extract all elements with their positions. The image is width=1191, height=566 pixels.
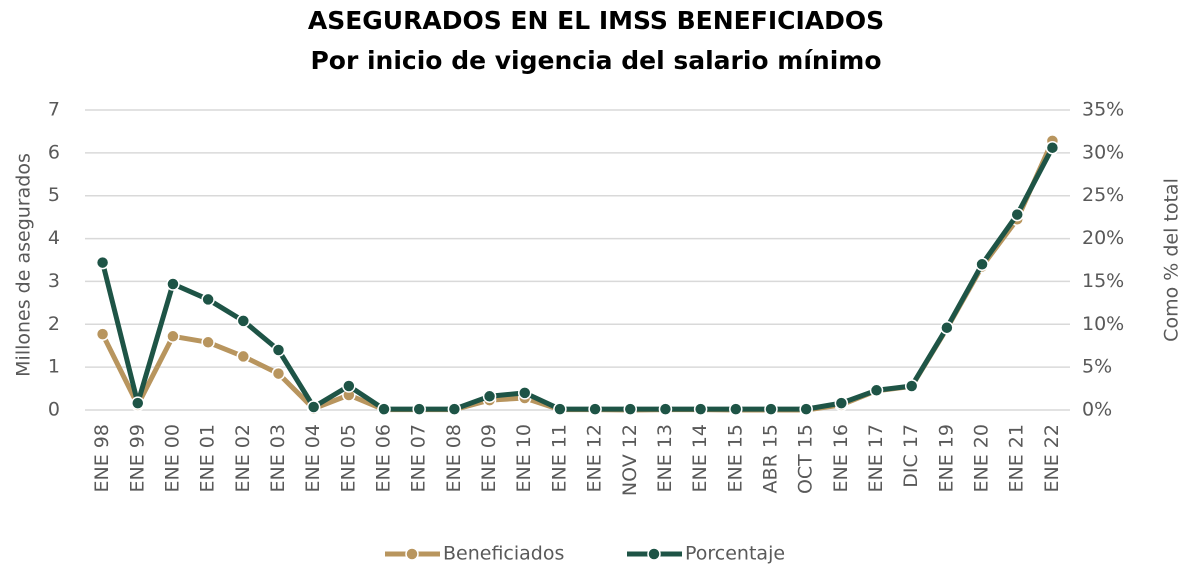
point <box>236 349 251 364</box>
point <box>764 402 778 416</box>
x-tick-label: ENE 02 <box>232 424 254 492</box>
point <box>623 402 638 416</box>
x-tick-label: ENE 01 <box>197 424 219 492</box>
x-tick-label: ENE 19 <box>935 424 957 492</box>
point <box>377 402 391 416</box>
line <box>100 146 1055 412</box>
point <box>834 396 849 410</box>
point <box>95 327 110 341</box>
y2-tick-label: 0% <box>1082 399 1112 421</box>
point <box>940 320 954 335</box>
legend-marker <box>647 547 661 561</box>
x-tick-label: ENE 20 <box>971 424 993 492</box>
y2-tick-label: 35% <box>1082 99 1124 121</box>
x-tick-label: ENE 14 <box>689 424 711 492</box>
point <box>482 389 497 404</box>
point <box>447 402 462 416</box>
y2-tick-label: 25% <box>1082 184 1124 206</box>
y-axis-label: Millones de asegurados <box>13 153 35 377</box>
legend-marker <box>405 547 419 561</box>
point <box>201 335 215 350</box>
x-tick-label: DIC 17 <box>900 424 922 488</box>
legend-label: Porcentaje <box>685 543 785 565</box>
y2-tick-label: 20% <box>1082 227 1124 249</box>
point <box>131 396 145 410</box>
y-tick-label: 6 <box>48 141 60 163</box>
x-tick-label: ENE 17 <box>865 424 887 492</box>
x-tick-label: ENE 10 <box>513 424 535 492</box>
y-tick-label: 2 <box>48 313 60 335</box>
y2-tick-label: 30% <box>1082 141 1124 163</box>
point <box>588 402 602 416</box>
point <box>166 277 180 291</box>
x-tick-label: ENE 15 <box>724 424 746 492</box>
x-tick-label: NOV 12 <box>619 424 641 496</box>
x-tick-label: OCT 15 <box>795 424 817 494</box>
point <box>306 400 321 414</box>
x-tick-label: ENE 12 <box>584 424 606 492</box>
point <box>799 402 813 416</box>
point <box>201 292 215 307</box>
point <box>342 379 356 393</box>
point <box>729 402 743 416</box>
chart-subtitle: Por inicio de vigencia del salario mínim… <box>310 46 881 75</box>
x-tick-label: ENE 08 <box>443 424 465 492</box>
y2-axis-label: Como % del total <box>1161 178 1183 342</box>
point <box>95 255 110 270</box>
x-tick-label: ENE 03 <box>267 424 289 492</box>
y2-tick-label: 10% <box>1082 313 1124 335</box>
x-tick-label: ENE 21 <box>1006 424 1028 492</box>
y-tick-label: 3 <box>48 270 60 292</box>
point <box>412 402 426 416</box>
point <box>236 314 251 328</box>
x-tick-label: ABR 15 <box>759 424 781 493</box>
chart-title: ASEGURADOS EN EL IMSS BENEFICIADOS <box>308 6 884 35</box>
point <box>693 402 708 416</box>
x-tick-label: ENE 05 <box>337 424 359 492</box>
x-tick-label: ENE 99 <box>126 424 148 492</box>
point <box>904 379 919 393</box>
line <box>100 139 1055 413</box>
point <box>975 257 989 272</box>
x-tick-label: ENE 04 <box>302 424 324 492</box>
x-tick-label: ENE 22 <box>1041 424 1063 492</box>
x-tick-label: ENE 09 <box>478 424 500 492</box>
x-tick-label: ENE 98 <box>91 424 113 492</box>
point <box>166 329 180 344</box>
point <box>869 383 884 398</box>
x-tick-label: ENE 16 <box>830 424 852 492</box>
point <box>271 366 286 381</box>
y-tick-label: 0 <box>48 399 60 421</box>
point <box>1010 207 1024 222</box>
point <box>271 343 286 357</box>
y2-tick-label: 15% <box>1082 270 1124 292</box>
y-tick-label: 1 <box>48 356 60 378</box>
point <box>1045 140 1060 155</box>
y2-tick-label: 5% <box>1082 356 1112 378</box>
point <box>517 386 532 400</box>
legend-label: Beneficiados <box>443 543 564 565</box>
point <box>553 402 567 416</box>
x-tick-label: ENE 13 <box>654 424 676 492</box>
y-tick-label: 7 <box>48 99 60 121</box>
x-tick-label: ENE 00 <box>161 424 183 492</box>
x-tick-label: ENE 06 <box>373 424 395 492</box>
y-tick-label: 5 <box>48 184 60 206</box>
x-tick-label: ENE 11 <box>548 424 570 492</box>
y-tick-label: 4 <box>48 227 60 249</box>
x-tick-label: ENE 07 <box>408 424 430 492</box>
point <box>658 402 673 416</box>
